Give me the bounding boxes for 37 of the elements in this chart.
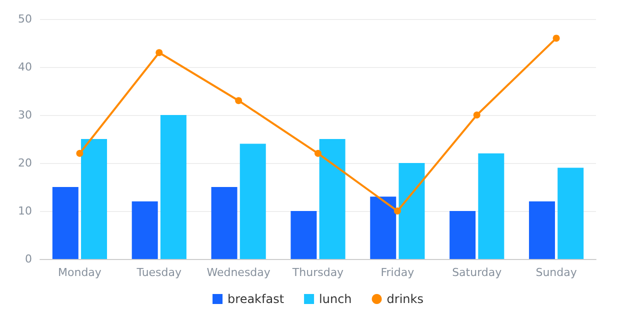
bar [478, 153, 504, 259]
y-tick-label: 0 [25, 252, 32, 266]
point [76, 150, 84, 157]
x-tick-label: Tuesday [136, 266, 182, 279]
y-tick-label: 30 [18, 108, 32, 122]
y-tick-label: 40 [18, 60, 32, 74]
bar [398, 163, 425, 259]
bar [132, 201, 158, 259]
point [314, 150, 322, 157]
x-tick-label: Saturday [452, 266, 502, 279]
y-tick-label: 20 [18, 156, 32, 170]
x-tick-label: Wednesday [206, 266, 271, 279]
bar [558, 168, 584, 259]
bar [319, 139, 346, 259]
x-tick-label: Thursday [291, 266, 344, 279]
point [156, 49, 163, 56]
point [394, 208, 401, 214]
legend-label: lunch [319, 292, 352, 306]
bar [160, 115, 186, 259]
x-tick-label: Friday [380, 266, 415, 279]
y-tick-label: 50 [18, 12, 32, 26]
y-tick-label: 10 [18, 204, 32, 218]
point [552, 34, 560, 42]
bar [450, 211, 476, 259]
bar [290, 211, 317, 259]
bar [52, 187, 78, 259]
legend-label: breakfast [228, 292, 284, 306]
bar [370, 196, 396, 259]
bar [240, 144, 266, 259]
x-tick-label: Sunday [536, 266, 578, 279]
point [235, 97, 242, 104]
legend-label: drinks [386, 292, 424, 306]
bar [528, 201, 555, 259]
bar [211, 187, 238, 259]
x-tick-label: Monday [58, 266, 102, 279]
bar [81, 139, 108, 259]
point [473, 112, 480, 118]
